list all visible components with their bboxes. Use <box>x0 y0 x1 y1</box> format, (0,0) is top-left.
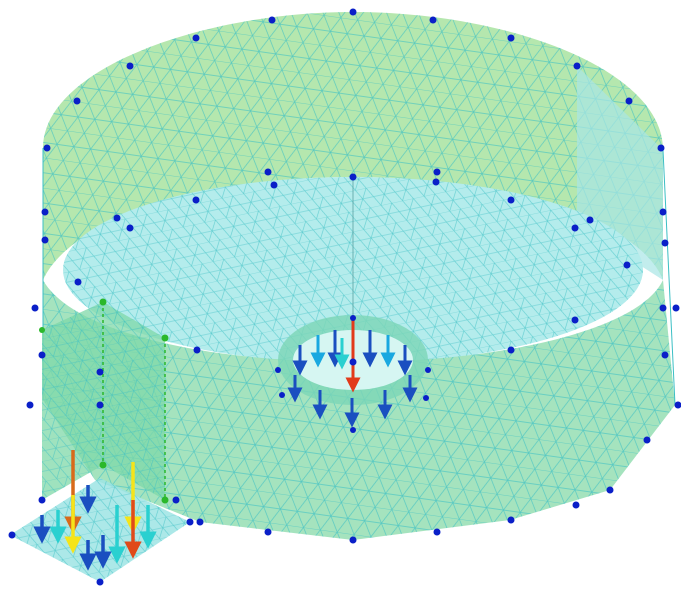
side-box <box>33 298 169 571</box>
floor-slab <box>63 177 643 363</box>
base-plate <box>10 478 190 582</box>
back-wall <box>43 12 663 280</box>
front-wall <box>42 148 676 540</box>
mesh-nodes <box>8 8 681 586</box>
